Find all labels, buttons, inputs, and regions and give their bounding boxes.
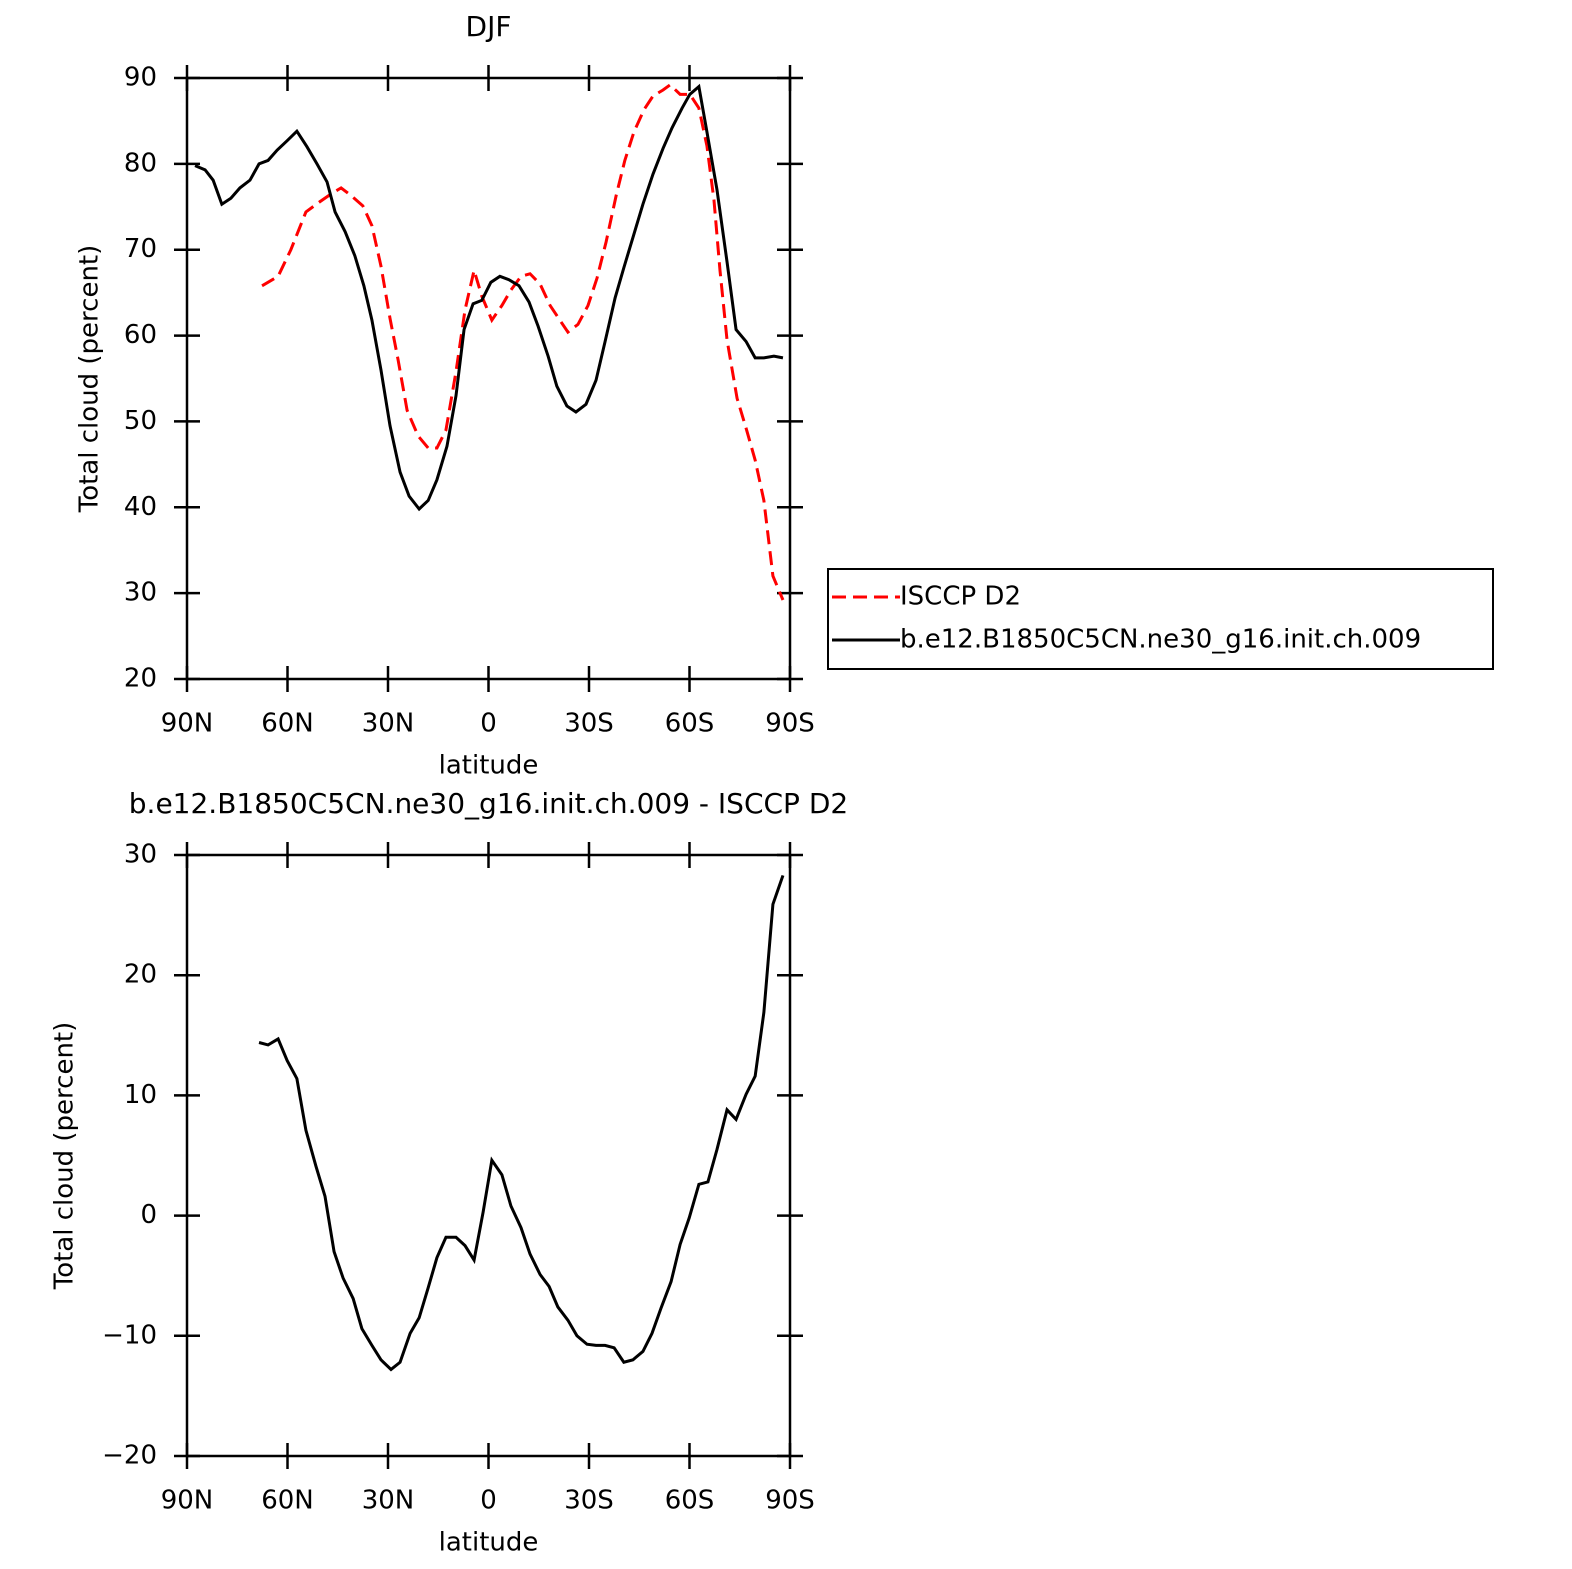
y-tick-label: 30 (124, 840, 157, 870)
x-tick-label: 30S (564, 709, 614, 739)
y-tick-label: 70 (124, 234, 157, 264)
x-tick-label: 0 (480, 1486, 497, 1516)
x-tick-label: 90N (161, 1486, 214, 1516)
plot-frame (185, 76, 792, 681)
y-tick-label: 20 (124, 664, 157, 694)
x-axis-label: latitude (439, 1528, 539, 1558)
data-line (194, 83, 784, 512)
y-tick-label: 80 (124, 148, 157, 178)
x-tick-label: 60N (261, 1486, 314, 1516)
x-tick-label: 90S (765, 709, 815, 739)
x-tick-label: 30N (362, 1486, 415, 1516)
x-axis-label: latitude (439, 751, 539, 781)
data-line (258, 874, 785, 1372)
legend-label: ISCCP D2 (900, 582, 1021, 612)
x-tick-label: 60S (665, 1486, 715, 1516)
x-tick-label: 0 (480, 709, 497, 739)
chart-title: b.e12.B1850C5CN.ne30_g16.init.ch.009 - I… (129, 787, 848, 820)
x-tick-label: 30N (362, 709, 415, 739)
chart-title: DJF (466, 10, 512, 43)
y-tick-label: 20 (124, 960, 157, 990)
y-axis-label: Total cloud (percent) (75, 245, 105, 514)
data-line (261, 82, 785, 601)
legend-label: b.e12.B1850C5CN.ne30_g16.init.ch.009 (900, 625, 1421, 655)
x-tick-label: 30S (564, 1486, 614, 1516)
y-tick-label: 50 (124, 406, 157, 436)
y-axis-label: Total cloud (percent) (50, 1022, 80, 1291)
y-tick-label: −10 (102, 1320, 157, 1350)
y-tick-label: 40 (124, 492, 157, 522)
y-tick-label: 90 (124, 63, 157, 93)
legend-box (827, 568, 1494, 670)
plot-frame (185, 853, 792, 1458)
x-tick-label: 90S (765, 1486, 815, 1516)
x-tick-label: 60S (665, 709, 715, 739)
x-tick-label: 60N (261, 709, 314, 739)
y-tick-label: −20 (102, 1441, 157, 1471)
y-tick-label: 10 (124, 1080, 157, 1110)
x-tick-label: 90N (161, 709, 214, 739)
y-tick-label: 60 (124, 320, 157, 350)
y-tick-label: 30 (124, 578, 157, 608)
y-tick-label: 0 (140, 1200, 157, 1230)
